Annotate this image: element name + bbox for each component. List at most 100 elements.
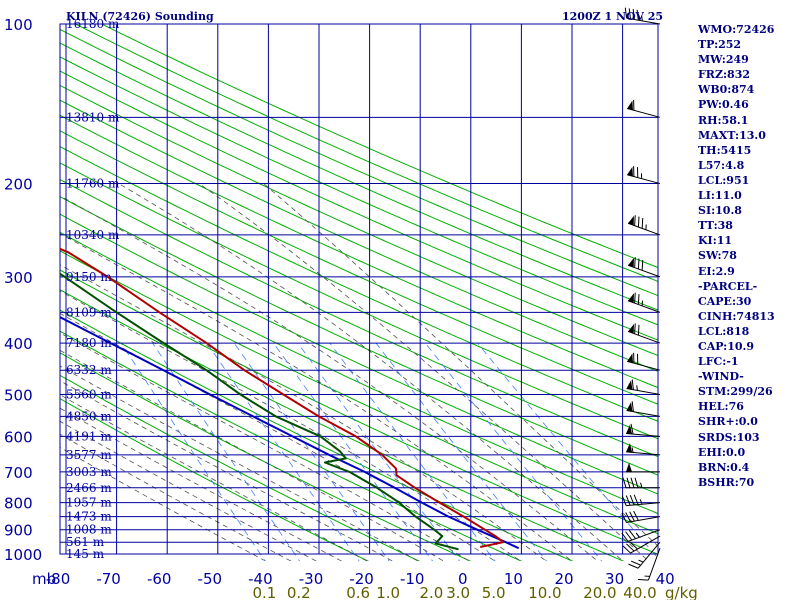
wind-barb-staff <box>626 451 661 456</box>
wind-barb-flag <box>624 7 628 19</box>
wind-barb-pennant <box>627 353 633 363</box>
moist-adiabat-line <box>60 264 547 561</box>
mixing-ratio-label: 5.0 <box>482 584 506 600</box>
wind-barb <box>627 166 661 185</box>
sounding-index: TT:38 <box>698 219 733 233</box>
wind-barb-flag <box>628 8 631 19</box>
wind-barb-flag <box>630 477 635 488</box>
dry-adiabat-line <box>60 269 658 555</box>
dry-adiabat-line <box>60 289 625 561</box>
temperature-tick-label: -80 <box>46 570 71 588</box>
wind-barb-flag <box>625 512 631 523</box>
moist-adiabat-line <box>60 420 318 561</box>
pressure-unit-label: mb <box>32 570 56 588</box>
height-label: 4191 m <box>66 429 112 443</box>
wind-barb-flag <box>630 423 634 435</box>
moist-adiabat-line <box>60 407 343 561</box>
wind-barb <box>626 443 661 456</box>
moist-adiabat-line <box>60 380 394 561</box>
sounding-index: HEL:76 <box>698 400 744 414</box>
mixing-ratio-label: 3.0 <box>446 584 470 600</box>
wind-barb-staff <box>626 388 661 395</box>
wind-barb-staff <box>626 502 661 507</box>
wind-barb-flag <box>628 529 636 539</box>
pressure-tick-label: 300 <box>4 269 33 287</box>
dry-adiabat-line <box>60 84 658 357</box>
dry-adiabat-line <box>60 42 658 311</box>
mixing-ratio-label: 0.6 <box>346 584 370 600</box>
wind-barb-pennant <box>628 257 634 268</box>
dry-adiabat-line <box>60 374 421 561</box>
sounding-index: STM:299/26 <box>698 385 773 399</box>
wind-barb-flag <box>626 477 631 488</box>
wind-barb-half-flag <box>640 482 643 488</box>
height-label: 10340 m <box>66 228 120 242</box>
wind-barb <box>628 541 661 569</box>
dry-adiabat-line <box>60 99 658 372</box>
dry-adiabat-line <box>60 352 472 561</box>
mixing-ratio-line <box>120 342 266 561</box>
temperature-tick-label: -60 <box>147 570 172 588</box>
temperature-tick-label: 10 <box>504 570 523 588</box>
height-label: 16180 m <box>66 17 120 31</box>
dewpoint-line <box>60 272 459 551</box>
temperature-tick-label: -30 <box>299 570 324 588</box>
wind-barb-flag <box>621 532 629 542</box>
dry-adiabat-line <box>60 231 658 515</box>
mixing-ratio-label: 20.0 <box>583 584 616 600</box>
sounding-index: WB0:874 <box>698 83 755 97</box>
moist-adiabat-line <box>60 332 470 561</box>
sounding-index: CAP:10.9 <box>698 339 755 353</box>
wind-barb-pennant <box>626 402 633 412</box>
sounding-index: EHI:0.0 <box>698 445 746 459</box>
height-label: 4850 m <box>66 409 112 423</box>
height-label: 9150 m <box>66 270 112 284</box>
wind-barb-pennant <box>626 462 632 472</box>
sounding-index: BSHR:70 <box>698 475 755 489</box>
wind-barb <box>621 529 661 542</box>
sounding-index: LFC:-1 <box>698 355 739 369</box>
moist-adiabat-line <box>60 233 573 561</box>
wind-barb-pennant <box>626 443 633 453</box>
dry-adiabat-line <box>60 70 658 341</box>
wind-barb <box>637 548 661 581</box>
height-label: 1957 m <box>66 496 112 510</box>
wind-barb-flag <box>637 216 640 228</box>
wind-barb <box>627 352 661 371</box>
pressure-tick-label: 100 <box>4 16 33 34</box>
moist-adiabat-line <box>60 433 292 561</box>
wind-barb <box>622 477 660 489</box>
wind-barb <box>624 7 661 25</box>
height-label: 7180 m <box>66 336 112 350</box>
mixing-ratio-line <box>297 342 460 561</box>
moist-adiabat-line <box>263 183 658 547</box>
wind-barb-staff <box>627 174 661 185</box>
wind-barb-pennant <box>628 324 634 334</box>
wind-barb-staff <box>627 108 661 118</box>
wind-barb <box>627 323 661 344</box>
sounding-index: BRN:0.4 <box>698 460 750 474</box>
wind-barb-half-flag <box>631 447 634 453</box>
pressure-tick-label: 600 <box>4 428 33 446</box>
wind-barb-flag <box>634 292 636 304</box>
mixing-ratio-label: 0.1 <box>252 584 276 600</box>
grid-frame <box>59 23 659 555</box>
moist-adiabat-line <box>60 290 522 561</box>
wind-barb <box>626 379 661 395</box>
mixing-ratio-line <box>329 342 496 561</box>
height-label: 1473 m <box>66 510 112 524</box>
height-label: 6332 m <box>66 363 112 377</box>
sounding-index: -WIND- <box>698 370 744 384</box>
sounding-index: CINH:74813 <box>698 309 775 323</box>
chart-title: KILN (72426) Sounding <box>66 10 214 23</box>
wind-barb-flag <box>625 495 631 506</box>
moist-adiabat-line <box>198 183 650 561</box>
moist-adiabat-line <box>60 349 445 561</box>
wind-barb-flag <box>622 545 631 554</box>
mixing-ratio-line <box>273 342 434 561</box>
wind-barb-flag <box>641 259 644 271</box>
sounding-index: MAXT:13.0 <box>698 128 766 142</box>
parcel-trace-line <box>60 316 520 550</box>
mixing-ratio-line <box>425 342 603 561</box>
